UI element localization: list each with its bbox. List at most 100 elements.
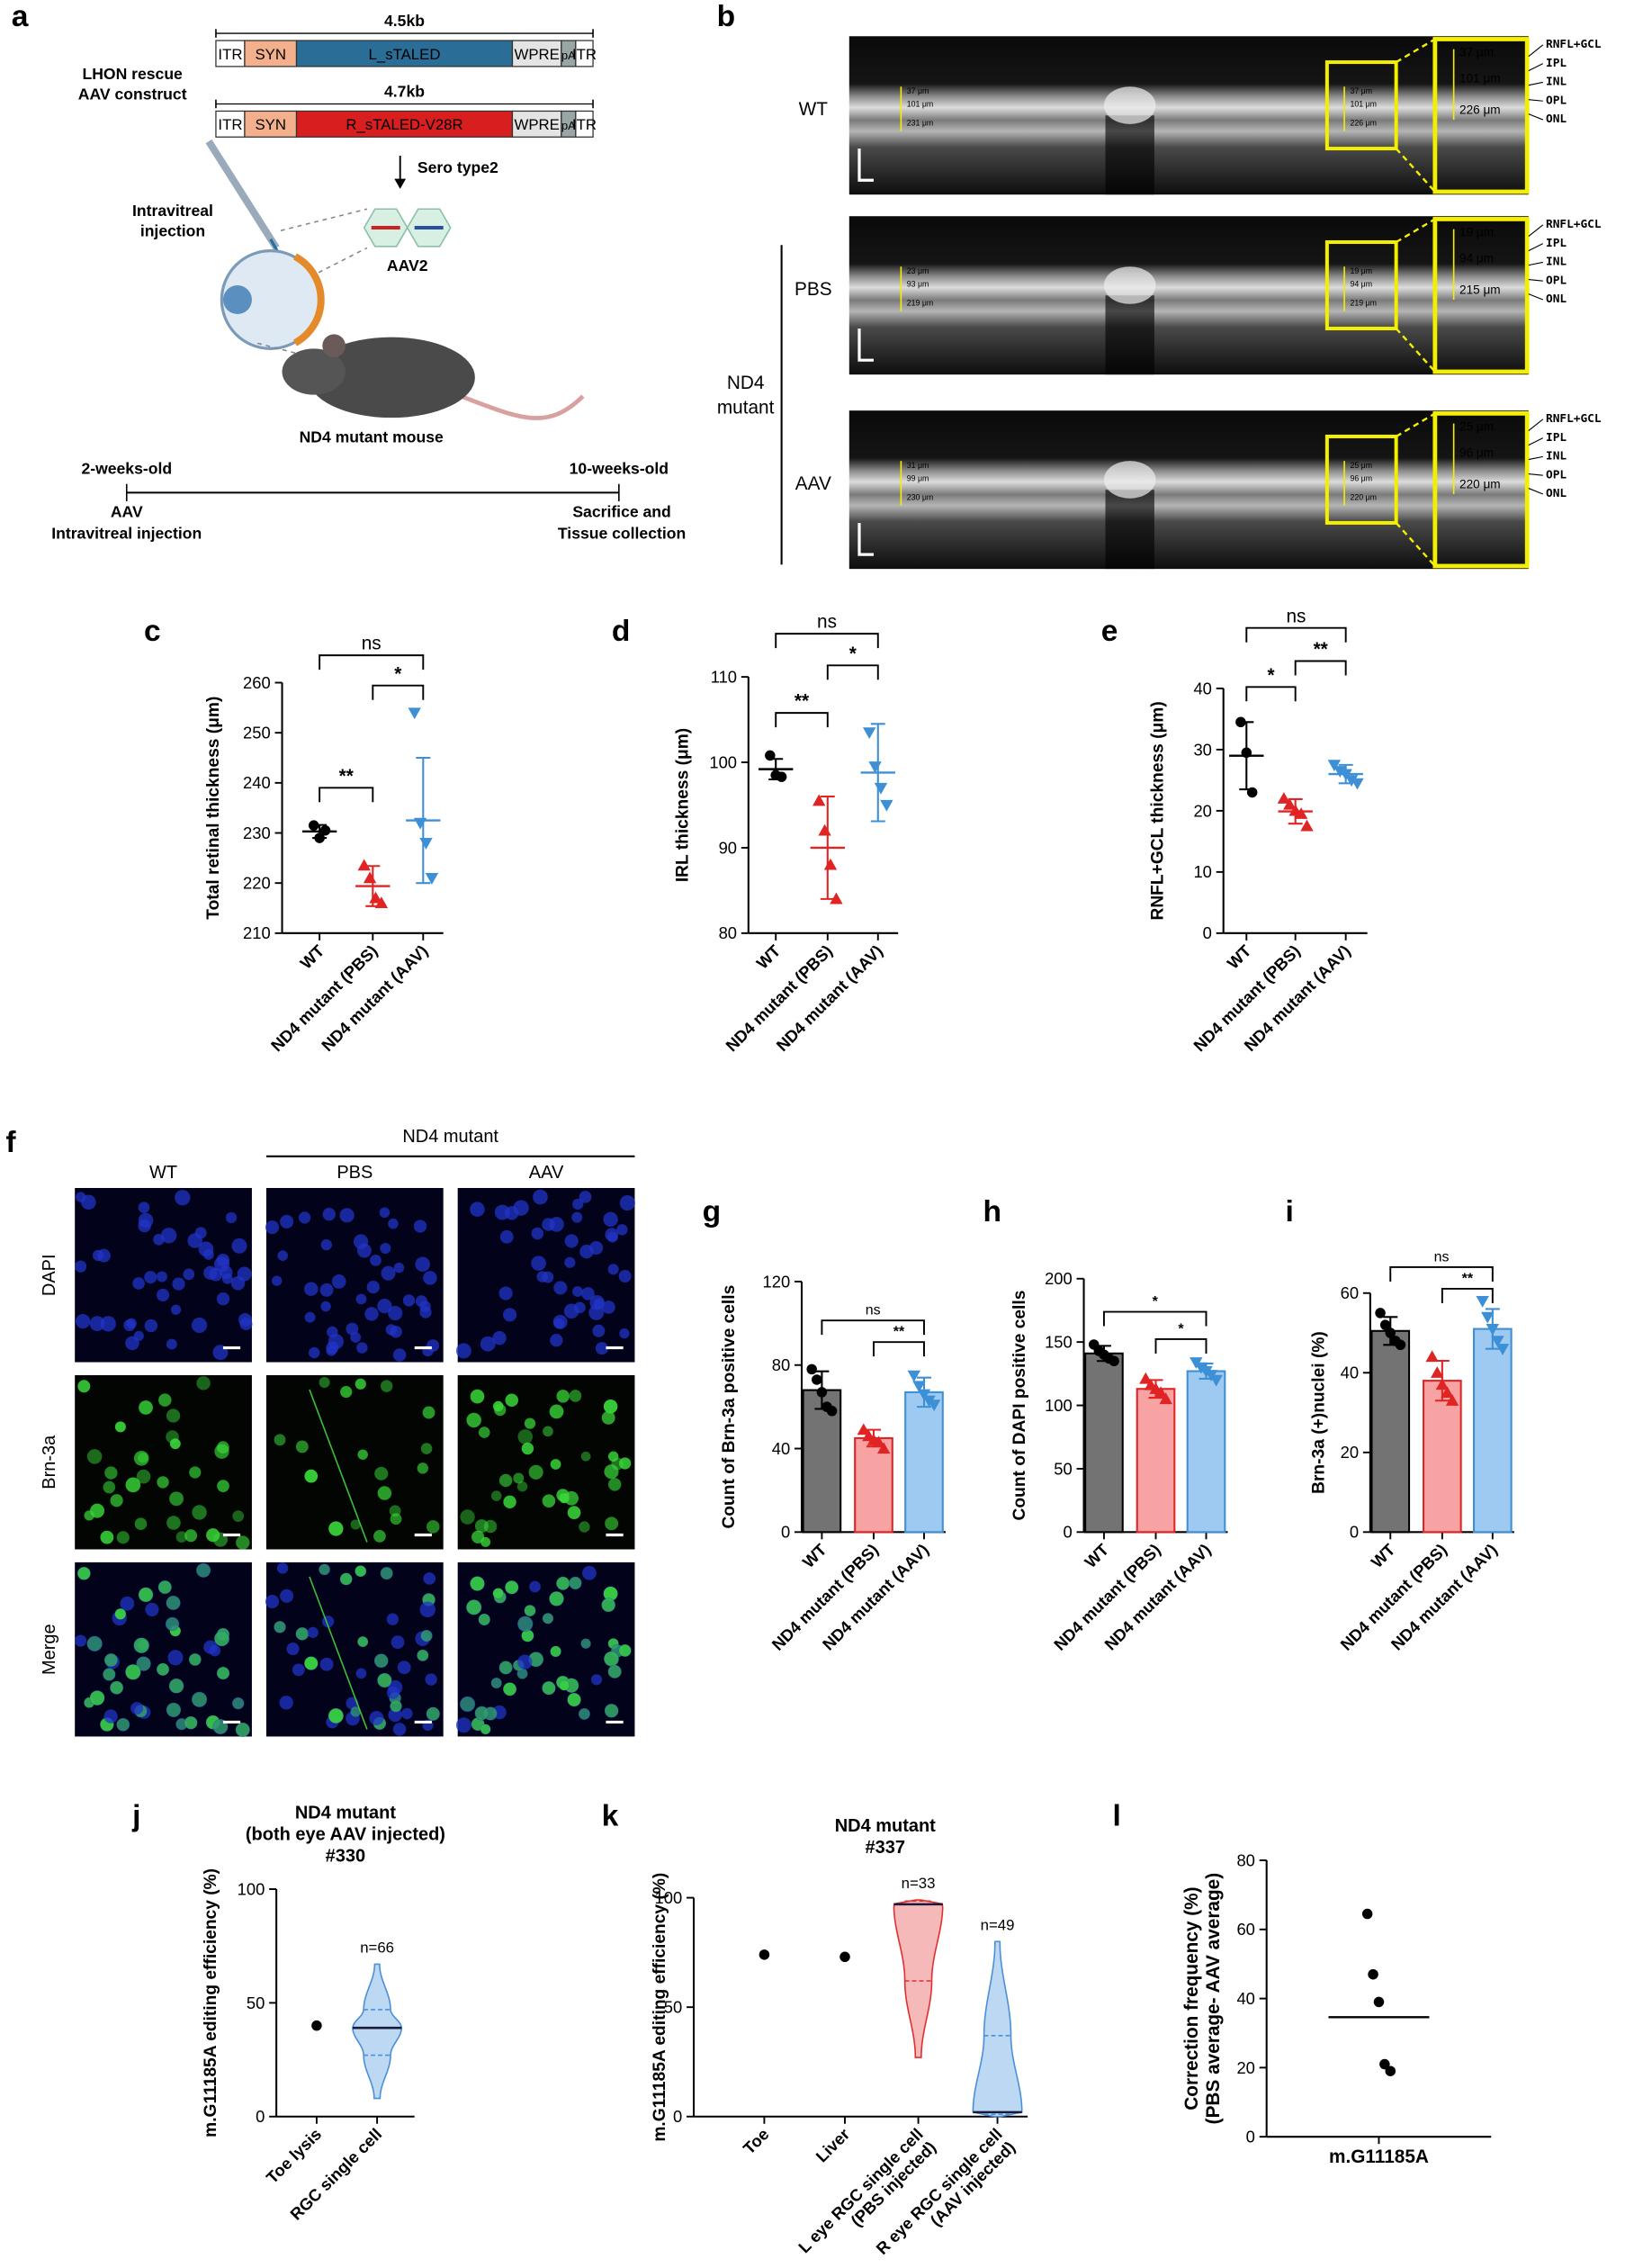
layer-label: IPL [1546,57,1567,70]
y-axis-label: Count of Brn-3a positive cells [720,1285,739,1529]
rgc-cell [528,1652,543,1667]
layer-leader [1528,488,1544,495]
significance-label: ** [1314,639,1329,660]
rgc-cell [517,1616,534,1632]
scale-bar [857,522,874,556]
nucleus [470,1202,485,1217]
rgc-cell [516,1668,528,1679]
significance-bracket [1245,686,1297,702]
data-point [425,873,439,885]
nucleus [346,1322,359,1336]
data-point [816,1387,828,1398]
construct-size: 4.5kb [384,12,425,30]
nucleus [498,1286,513,1300]
panel-letter: k [602,1800,619,1833]
nucleus [356,1342,368,1354]
rgc-cell [166,1408,181,1423]
rgc-cell [480,1536,491,1547]
y-tick-label: 0 [673,2107,682,2126]
data-point [311,2020,322,2031]
y-tick-label: 90 [719,838,737,857]
x-tick-label: WT [296,940,328,973]
data-point [765,750,776,761]
rgc-cell [604,1652,619,1667]
x-tick-label: WT [1223,940,1255,973]
rgc-cell [478,1614,490,1625]
x-tick-label: WT [799,1540,831,1572]
measure-label: 93 μm [907,280,929,289]
nucleus [280,1588,294,1603]
rgc-cell [470,1576,485,1591]
oct-image [848,216,1529,375]
construct-part-label: pA [561,49,576,62]
scale-bar [857,148,874,182]
nucleus [138,1212,154,1228]
oct-image [848,36,1529,195]
rgc-cell [422,1406,435,1419]
rgc-cell [116,1531,130,1544]
rgc-cell [274,1621,286,1634]
rgc-cell [110,1494,123,1508]
measure-label: 101 μm [907,100,933,109]
y-axis-label: RNFL+GCL thickness (μm) [1149,701,1168,920]
rgc-cell [158,1393,172,1407]
y-tick-label: 40 [1193,679,1211,698]
rgc-cell [355,1565,366,1577]
nucleus [165,1616,180,1632]
measure-label: 230 μm [907,492,933,501]
layer-leader [1528,63,1544,72]
rgc-cell [420,1630,433,1642]
nucleus [346,1696,359,1710]
nucleus [397,1660,411,1675]
data-point [818,824,831,836]
data-point [369,891,382,904]
x-tick-label: Liver [812,2125,853,2166]
rgc-cell [377,1673,392,1688]
optic-disc [1103,266,1156,304]
panel-letter: h [983,1195,1002,1228]
rgc-cell [86,1636,103,1652]
significance-bracket [775,712,829,728]
nucleus [86,1635,103,1652]
nucleus [391,1635,405,1650]
nucleus [75,1260,87,1273]
nucleus [183,1268,195,1281]
optic-disc [1103,461,1156,499]
nucleus [203,1640,218,1654]
construct-part [511,40,562,68]
rgc-cell [90,1503,105,1518]
zoom-link [1396,218,1436,244]
nucleus [413,1220,427,1233]
layer-label: IPL [1546,237,1567,250]
nucleus [425,1673,437,1686]
rgc-cell [319,1376,330,1388]
nucleus [279,1696,293,1710]
nucleus [136,1656,151,1671]
nucleus [364,1307,379,1321]
rgc-cell [103,1480,116,1494]
nucleus [202,1248,214,1260]
nucleus [490,1677,502,1689]
significance-label: ** [1462,1272,1474,1287]
construct-part [215,40,246,68]
rgc-cell [116,1718,130,1732]
rgc-cell [184,1529,198,1543]
rgc-cell [166,1596,181,1610]
data-point [806,1364,817,1375]
nucleus [238,1312,252,1327]
y-tick-label: 0 [1246,2128,1255,2146]
rgc-cell [524,1418,536,1429]
nucleus [549,1217,564,1232]
rgc-cell [192,1505,207,1520]
nucleus [494,1204,510,1220]
nucleus [533,1189,548,1205]
panel-letter: d [612,615,631,648]
measure-label: 101 μm [1459,71,1501,85]
rgc-cell [125,1664,141,1680]
measure-label: 94 μm [1350,280,1372,289]
y-tick-label: 250 [243,724,271,742]
rgc-cell [166,1703,181,1717]
nucleus [388,1305,403,1321]
data-point [759,1949,770,1960]
